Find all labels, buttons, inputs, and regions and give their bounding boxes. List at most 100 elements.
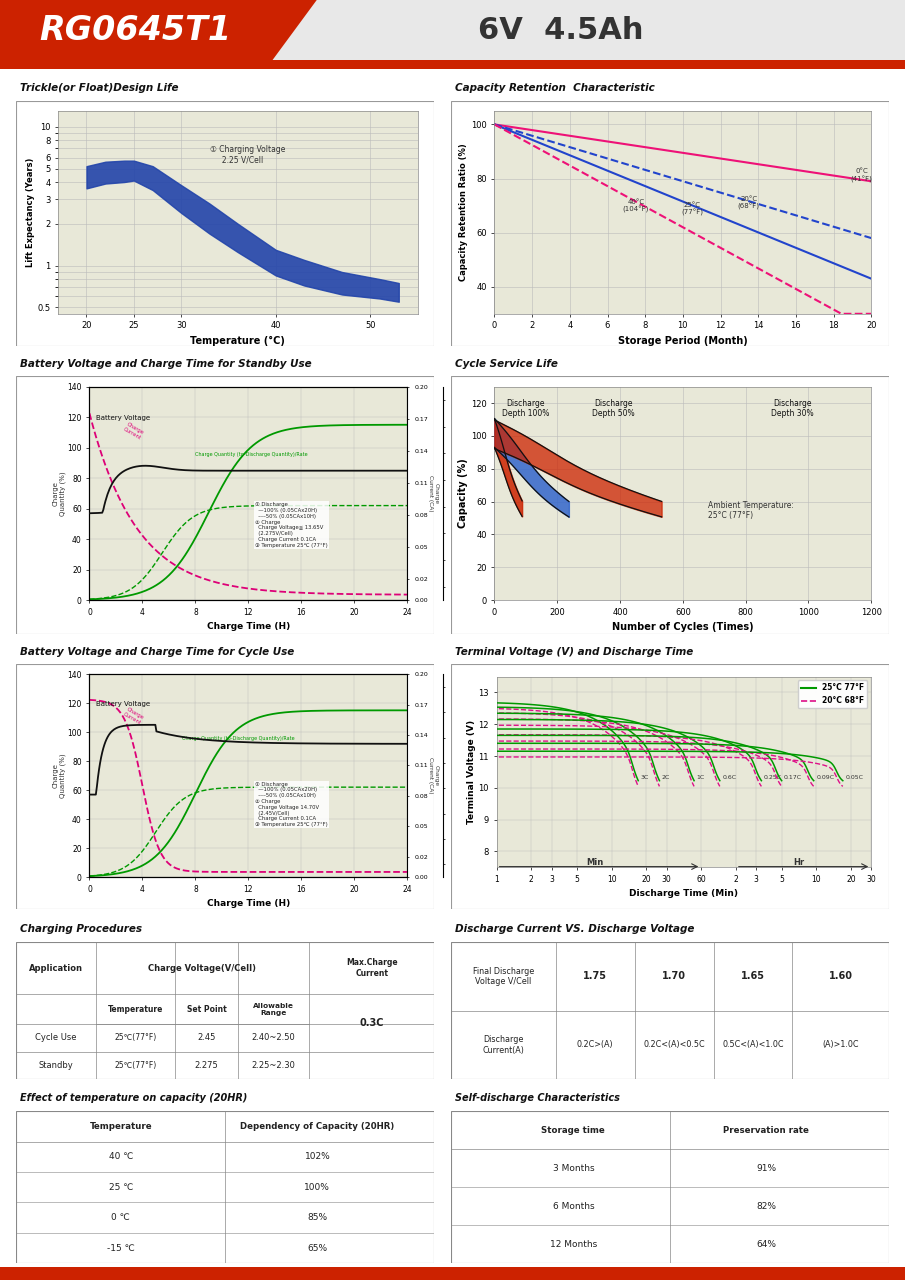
FancyBboxPatch shape — [16, 1111, 434, 1263]
Y-axis label: Terminal Voltage (V): Terminal Voltage (V) — [467, 719, 476, 824]
X-axis label: Discharge Time (Min): Discharge Time (Min) — [630, 890, 738, 899]
Y-axis label: Charge
Quantity (%): Charge Quantity (%) — [52, 753, 66, 797]
X-axis label: Temperature (°C): Temperature (°C) — [190, 337, 285, 346]
Text: Battery Voltage: Battery Voltage — [96, 415, 150, 421]
Y-axis label: Battery Voltage (V)/Per Cell: Battery Voltage (V)/Per Cell — [469, 453, 474, 534]
Text: Effect of temperature on capacity (20HR): Effect of temperature on capacity (20HR) — [21, 1093, 248, 1103]
Text: Discharge
Depth 50%: Discharge Depth 50% — [593, 399, 635, 419]
Text: Temperature: Temperature — [90, 1121, 152, 1130]
Text: 0.25C: 0.25C — [764, 776, 782, 780]
Text: Charging Procedures: Charging Procedures — [21, 924, 142, 934]
FancyBboxPatch shape — [451, 376, 889, 634]
Text: 1.75: 1.75 — [583, 972, 607, 982]
Text: 0 ℃: 0 ℃ — [111, 1213, 130, 1222]
Text: 102%: 102% — [304, 1152, 330, 1161]
Text: Hr: Hr — [794, 859, 805, 868]
FancyBboxPatch shape — [0, 60, 905, 69]
Text: 25°C
(77°F): 25°C (77°F) — [681, 202, 703, 216]
Text: 20°C
(68°F): 20°C (68°F) — [738, 196, 760, 210]
Text: 1C: 1C — [697, 776, 705, 780]
Text: Battery Voltage and Charge Time for Standby Use: Battery Voltage and Charge Time for Stan… — [21, 358, 312, 369]
Text: 25℃(77°F): 25℃(77°F) — [114, 1033, 157, 1042]
FancyBboxPatch shape — [451, 942, 889, 1079]
Text: Charge Quantity (to-Discharge Quantity)/Rate: Charge Quantity (to-Discharge Quantity)/… — [182, 736, 295, 741]
Text: 0.6C: 0.6C — [722, 776, 737, 780]
FancyBboxPatch shape — [451, 101, 889, 346]
Text: Charge
Current: Charge Current — [122, 707, 146, 726]
Text: 3 Months: 3 Months — [553, 1164, 595, 1172]
Text: Standby: Standby — [39, 1061, 73, 1070]
Text: ① Discharge
  —100% (0.05CAx20H)
  ----50% (0.05CAx10H)
② Charge
  Charge Voltag: ① Discharge —100% (0.05CAx20H) ----50% (… — [255, 502, 328, 548]
Text: 25℃(77°F): 25℃(77°F) — [114, 1061, 157, 1070]
Text: 2.40~2.50: 2.40~2.50 — [252, 1033, 295, 1042]
Text: 40°C
(104°F): 40°C (104°F) — [623, 198, 649, 214]
Text: ① Charging Voltage
     2.25 V/Cell: ① Charging Voltage 2.25 V/Cell — [209, 146, 285, 165]
Text: Final Discharge
Voltage V/Cell: Final Discharge Voltage V/Cell — [472, 966, 534, 986]
Text: 0.09C: 0.09C — [816, 776, 834, 780]
Y-axis label: Capacity Retention Ratio (%): Capacity Retention Ratio (%) — [460, 143, 468, 282]
Text: Battery Voltage and Charge Time for Cycle Use: Battery Voltage and Charge Time for Cycl… — [21, 646, 295, 657]
Text: Discharge
Depth 30%: Discharge Depth 30% — [771, 399, 814, 419]
Text: 2.275: 2.275 — [195, 1061, 218, 1070]
Text: Ambient Temperature:
25°C (77°F): Ambient Temperature: 25°C (77°F) — [708, 500, 794, 520]
Text: 82%: 82% — [756, 1202, 776, 1211]
Text: 0.5C<(A)<1.0C: 0.5C<(A)<1.0C — [722, 1041, 784, 1050]
Text: 0.05C: 0.05C — [845, 776, 863, 780]
Text: 65%: 65% — [308, 1244, 328, 1253]
X-axis label: Charge Time (H): Charge Time (H) — [206, 622, 290, 631]
Text: 12 Months: 12 Months — [549, 1240, 597, 1249]
Y-axis label: Charge
Quantity (%): Charge Quantity (%) — [52, 471, 66, 516]
Text: 0.2C<(A)<0.5C: 0.2C<(A)<0.5C — [643, 1041, 705, 1050]
Text: 1.60: 1.60 — [829, 972, 853, 982]
Y-axis label: Charge
Current (CA): Charge Current (CA) — [428, 758, 439, 794]
Text: Charge Quantity (to-Discharge Quantity)/Rate: Charge Quantity (to-Discharge Quantity)/… — [195, 452, 308, 457]
FancyBboxPatch shape — [0, 1267, 905, 1280]
Y-axis label: Lift Expectancy (Years): Lift Expectancy (Years) — [25, 157, 34, 268]
Text: Terminal Voltage (V) and Discharge Time: Terminal Voltage (V) and Discharge Time — [455, 646, 693, 657]
Text: 1.70: 1.70 — [662, 972, 686, 982]
FancyBboxPatch shape — [16, 101, 434, 346]
Text: 1.65: 1.65 — [741, 972, 765, 982]
Text: Max.Charge
Current: Max.Charge Current — [346, 959, 397, 978]
Text: 3C: 3C — [641, 776, 649, 780]
Text: Cycle Use: Cycle Use — [35, 1033, 77, 1042]
Text: Discharge
Depth 100%: Discharge Depth 100% — [502, 399, 549, 419]
Y-axis label: Charge
Current (CA): Charge Current (CA) — [428, 475, 439, 512]
FancyBboxPatch shape — [16, 942, 434, 1079]
X-axis label: Charge Time (H): Charge Time (H) — [206, 900, 290, 909]
Text: 2.45: 2.45 — [197, 1033, 215, 1042]
Text: Set Point: Set Point — [186, 1005, 226, 1014]
Text: Charge Voltage(V/Cell): Charge Voltage(V/Cell) — [148, 964, 256, 973]
Text: 2C: 2C — [662, 776, 671, 780]
FancyBboxPatch shape — [451, 664, 889, 909]
Text: 64%: 64% — [756, 1240, 776, 1249]
Text: RG0645T1: RG0645T1 — [40, 14, 232, 47]
Text: Trickle(or Float)Design Life: Trickle(or Float)Design Life — [21, 83, 179, 93]
Text: 6V  4.5Ah: 6V 4.5Ah — [479, 17, 643, 45]
FancyBboxPatch shape — [451, 1111, 889, 1263]
Text: Storage time: Storage time — [541, 1125, 605, 1134]
Text: (A)>1.0C: (A)>1.0C — [823, 1041, 859, 1050]
Text: Allowable
Range: Allowable Range — [253, 1002, 294, 1016]
Text: Self-discharge Characteristics: Self-discharge Characteristics — [455, 1093, 620, 1103]
Text: 0.3C: 0.3C — [359, 1018, 384, 1028]
Text: Discharge
Current(A): Discharge Current(A) — [482, 1036, 524, 1055]
Text: 85%: 85% — [308, 1213, 328, 1222]
Text: Preservation rate: Preservation rate — [723, 1125, 809, 1134]
Text: 100%: 100% — [304, 1183, 330, 1192]
Text: Temperature: Temperature — [108, 1005, 163, 1014]
Text: 0.17C: 0.17C — [784, 776, 802, 780]
Text: Min: Min — [586, 859, 603, 868]
Text: Dependency of Capacity (20HR): Dependency of Capacity (20HR) — [240, 1121, 395, 1130]
Text: 40 ℃: 40 ℃ — [109, 1152, 133, 1161]
Text: 0°C
(41°F): 0°C (41°F) — [851, 169, 872, 183]
FancyBboxPatch shape — [16, 376, 434, 634]
Text: 0.2C>(A): 0.2C>(A) — [576, 1041, 614, 1050]
Y-axis label: Battery Voltage (V)/Per Cell: Battery Voltage (V)/Per Cell — [469, 735, 474, 815]
Text: Capacity Retention  Characteristic: Capacity Retention Characteristic — [455, 83, 655, 93]
Text: Application: Application — [29, 964, 83, 973]
FancyBboxPatch shape — [0, 0, 905, 61]
Text: ① Discharge
  —100% (0.05CAx20H)
  ----50% (0.05CAx10H)
② Charge
  Charge Voltag: ① Discharge —100% (0.05CAx20H) ----50% (… — [255, 782, 328, 827]
Text: 25 ℃: 25 ℃ — [109, 1183, 133, 1192]
Text: 91%: 91% — [756, 1164, 776, 1172]
